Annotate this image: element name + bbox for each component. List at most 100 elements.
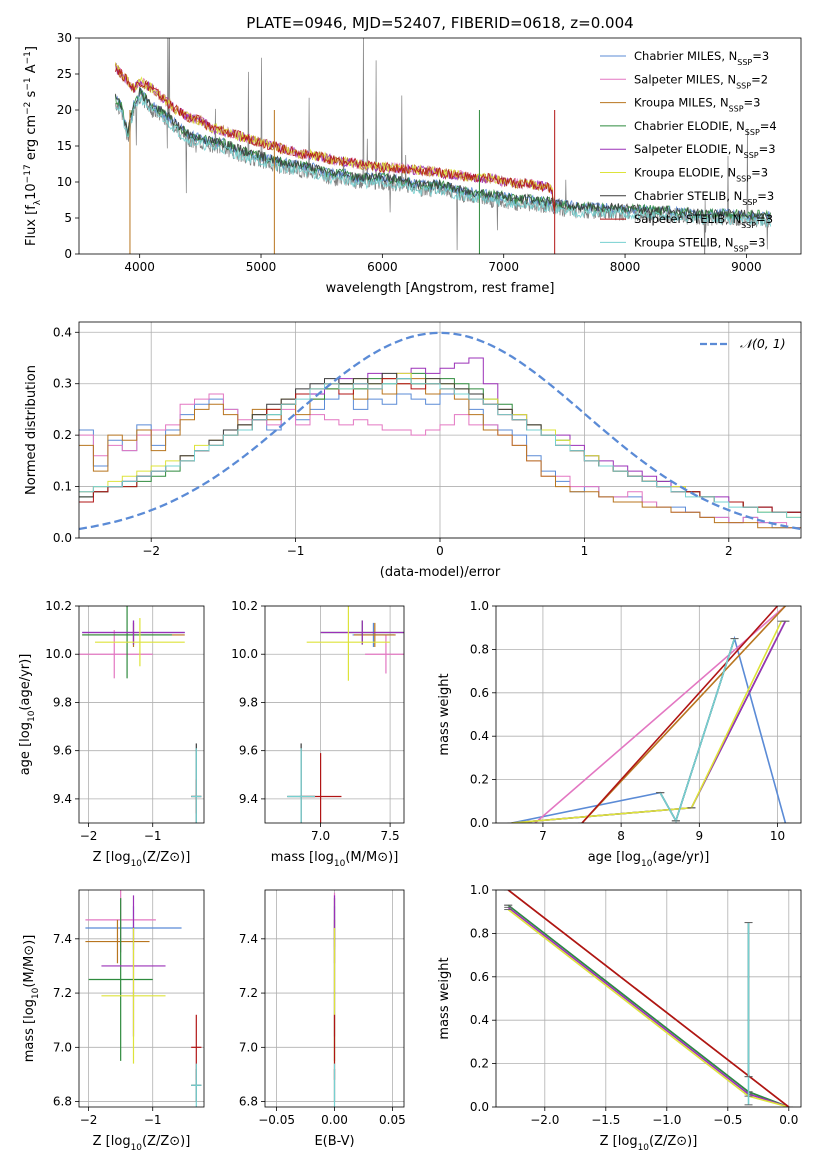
legend-label: Chabrier STELIB, NSSP=3	[634, 189, 774, 207]
x-tick-label: 7.5	[381, 829, 400, 843]
plot-area-age_vs_mass	[287, 606, 404, 823]
y-tick-label: 7.4	[53, 932, 72, 946]
chart-weight_vs_Z: −2.0 −1.5 −1.0 −0.5 0.0 0.0 0.2 0.4 0.6 0.8 1.0 Z […	[437, 883, 802, 1153]
y-tick-label: 7.2	[239, 986, 258, 1000]
y-tick-label: 10	[57, 175, 72, 189]
y-tick-label: 0.2	[470, 773, 489, 787]
x-tick-label: −1	[144, 1113, 162, 1127]
y-tick-label: 0	[64, 247, 72, 261]
chart-mass_vs_Z: −2 −1 6.8 7.0 7.2 7.4 Z [log10(Z/Z⊙)] mass [log…	[22, 889, 205, 1153]
x-tick-label: 2	[725, 544, 733, 558]
axes-frame	[78, 889, 205, 1108]
weight-line-1	[511, 635, 787, 823]
x-axis-label: wavelength [Angstrom, rest frame]	[326, 281, 555, 296]
y-axis-label: mass weight	[437, 673, 452, 755]
weight-line-2	[534, 606, 786, 823]
chart-weight_vs_age: 7 8 9 10 0.0 0.2 0.4 0.6 0.8 1.0 age [log10(age/yr…	[437, 599, 802, 869]
weight-line-8	[581, 606, 779, 823]
legend-label: Kroupa MILES, NSSP=3	[634, 96, 760, 114]
weight-line-8	[507, 890, 790, 1107]
y-tick-label: 20	[57, 103, 72, 117]
x-tick-label: 9000	[731, 260, 762, 274]
y-tick-label: 10.0	[45, 647, 72, 661]
x-tick-label: −1	[287, 544, 305, 558]
y-tick-label: 0.2	[470, 1057, 489, 1071]
y-tick-label: 15	[57, 139, 72, 153]
x-tick-label: 5000	[246, 260, 277, 274]
y-tick-label: 30	[57, 31, 72, 45]
x-tick-label: −2	[80, 829, 98, 843]
chart-mass_vs_ebv: −0.05 0.00 0.05 6.8 7.0 7.2 7.4 E(B-V)	[239, 889, 406, 1149]
y-tick-label: 0.8	[470, 642, 489, 656]
y-tick-label: 0.8	[470, 926, 489, 940]
y-axis-label: mass [log10(M/M⊙)]	[22, 935, 41, 1063]
x-axis-label: E(B-V)	[314, 1134, 354, 1149]
y-tick-label: 1.0	[470, 599, 489, 613]
x-axis-label: mass [log10(M/M⊙)]	[271, 850, 399, 869]
x-tick-label: −0.05	[258, 1113, 295, 1127]
y-tick-label: 9.8	[53, 695, 72, 709]
y-tick-label: 0.0	[470, 816, 489, 830]
x-tick-label: 7000	[488, 260, 519, 274]
plot-area-residuals	[79, 331, 801, 531]
weight-line-3	[581, 606, 786, 823]
x-tick-label: 0	[436, 544, 444, 558]
x-tick-label: 6000	[367, 260, 398, 274]
chart-age_vs_mass: 7.0 7.5 9.4 9.6 9.8 10.0 10.2 mass [log10(M/M⊙)…	[231, 599, 405, 869]
x-tick-label: −2	[142, 544, 160, 558]
chart-age_vs_Z: −2 −1 9.4 9.6 9.8 10.0 10.2 Z [log10(Z/Z⊙)] age …	[18, 599, 205, 869]
model-spectrum-3	[114, 63, 555, 208]
axes-frame	[264, 605, 405, 824]
x-tick-label: 8	[617, 829, 625, 843]
y-tick-label: 0.0	[470, 1100, 489, 1114]
y-tick-label: 0.0	[53, 531, 72, 545]
x-tick-label: 9	[696, 829, 704, 843]
residual-histogram-9	[79, 378, 801, 518]
y-tick-label: 9.4	[239, 792, 258, 806]
y-tick-label: 0.1	[53, 480, 72, 494]
x-tick-label: −2.0	[530, 1113, 559, 1127]
legend-label: 𝒩(0, 1)	[740, 336, 786, 351]
y-tick-label: 9.6	[53, 744, 72, 758]
axes-frame	[78, 321, 802, 539]
x-axis-label: Z [log10(Z/Z⊙)]	[93, 850, 191, 869]
y-tick-label: 10.0	[231, 647, 258, 661]
plot-area-mass_vs_Z	[85, 890, 202, 1107]
chart-spectrum: 4000 5000 6000 7000 8000 9000 0 5 10 15 20 25 30 wave…	[23, 31, 802, 296]
plot-area-weight_vs_Z	[504, 890, 793, 1107]
y-tick-label: 0.6	[470, 970, 489, 984]
legend-label: Chabrier ELODIE, NSSP=4	[634, 119, 777, 137]
y-tick-label: 10.2	[231, 599, 258, 613]
y-tick-label: 7.0	[53, 1040, 72, 1054]
y-tick-label: 0.2	[53, 428, 72, 442]
y-axis-label: Flux [fλ10−17 erg cm−2 s−1 A−1]	[23, 46, 43, 246]
y-tick-label: 9.8	[239, 695, 258, 709]
y-tick-label: 5	[64, 211, 72, 225]
x-tick-label: 8000	[610, 260, 641, 274]
legend-label: Salpeter ELODIE, NSSP=3	[634, 142, 776, 160]
y-tick-label: 0.4	[470, 1013, 489, 1027]
model-spectrum-4	[114, 87, 772, 221]
x-axis-label: Z [log10(Z/Z⊙)]	[600, 1134, 698, 1153]
legend-label: Kroupa ELODIE, NSSP=3	[634, 166, 768, 184]
legend-label: Salpeter STELIB, NSSP=3	[634, 212, 773, 230]
x-axis-label: Z [log10(Z/Z⊙)]	[93, 1134, 191, 1153]
axes-frame	[495, 605, 802, 824]
model-spectrum-7	[114, 88, 772, 221]
axes-frame	[78, 605, 205, 824]
x-tick-label: −2	[80, 1113, 98, 1127]
legend-label: Chabrier MILES, NSSP=3	[634, 49, 769, 67]
y-tick-label: 6.8	[53, 1095, 72, 1109]
x-tick-label: 1	[581, 544, 589, 558]
x-axis-label: (data-model)/error	[380, 565, 501, 580]
weight-line-6	[511, 620, 783, 823]
x-tick-label: 4000	[124, 260, 155, 274]
y-tick-label: 0.4	[53, 325, 72, 339]
legend-label: Salpeter MILES, NSSP=2	[634, 72, 768, 90]
x-tick-label: −0.5	[713, 1113, 742, 1127]
x-tick-label: 0.0	[779, 1113, 798, 1127]
axes-frame	[78, 37, 802, 255]
x-tick-label: 10	[770, 829, 785, 843]
y-tick-label: 7.2	[53, 986, 72, 1000]
plot-area-age_vs_Z	[79, 606, 202, 823]
